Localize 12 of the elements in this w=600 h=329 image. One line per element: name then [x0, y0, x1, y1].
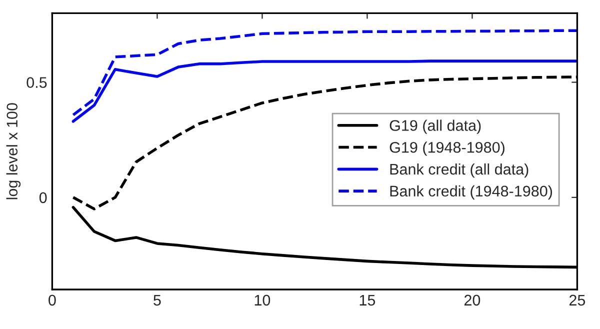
x-tick-label: 0: [48, 294, 56, 306]
x-tick-label: 10: [254, 294, 270, 306]
legend-label: Bank credit (1948-1980): [390, 185, 552, 200]
legend-label: G19 (1948-1980): [390, 142, 504, 156]
x-tick-label: 15: [360, 294, 376, 306]
legend-label: Bank credit (all data): [390, 163, 528, 178]
x-tick-label: 25: [569, 294, 586, 306]
y-axis-title: log level x 100: [6, 103, 21, 200]
legend-label: G19 (all data): [390, 120, 481, 134]
x-tick-label: 5: [154, 294, 161, 306]
x-tick-label: 20: [464, 294, 480, 306]
y-tick-label: 0.5: [26, 77, 47, 88]
